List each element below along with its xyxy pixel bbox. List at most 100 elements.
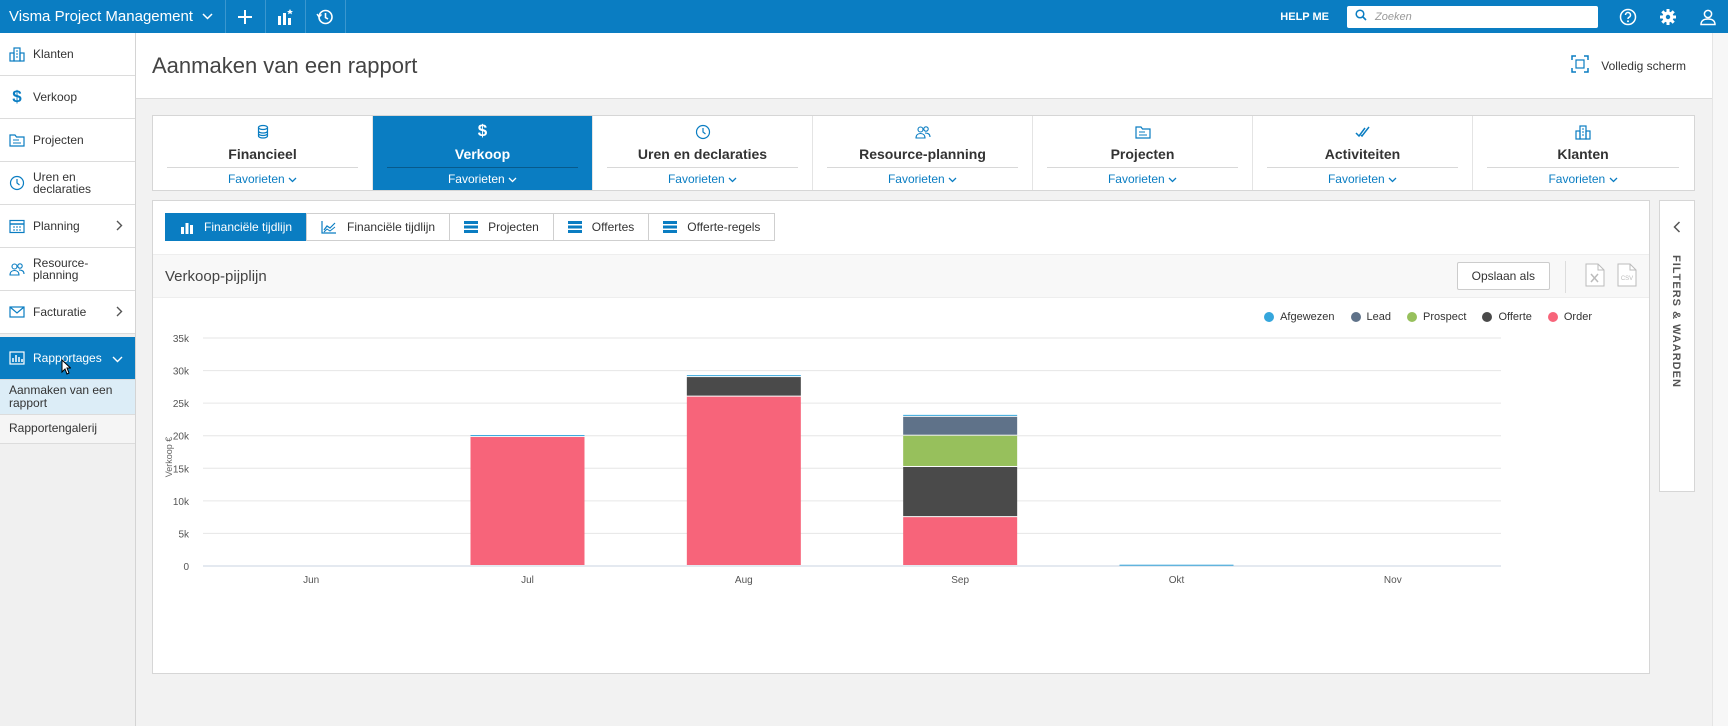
x-tick-label: Jun xyxy=(303,575,319,586)
x-tick-label: Jul xyxy=(521,575,534,586)
y-tick-label: 30k xyxy=(173,367,190,378)
y-tick-label: 20k xyxy=(173,432,190,443)
y-tick-label: 15k xyxy=(173,464,190,475)
favorites-dropdown[interactable]: Favorieten xyxy=(1473,172,1693,186)
search-input[interactable]: Zoeken xyxy=(1347,5,1598,28)
favorites-dropdown[interactable]: Favorieten xyxy=(153,172,372,186)
favorites-dropdown[interactable]: Favorieten xyxy=(813,172,1032,186)
tab-resource-planning[interactable]: Resource-planning Favorieten xyxy=(813,116,1033,190)
legend-item-prospect[interactable]: Prospect xyxy=(1407,311,1466,323)
people-icon xyxy=(9,261,25,277)
tab-label: Financieel xyxy=(228,146,297,162)
sidebar-item-verkoop[interactable]: $ Verkoop xyxy=(0,76,135,119)
page-header: Aanmaken van een rapport Volledig scherm xyxy=(136,33,1712,99)
excel-export-icon[interactable] xyxy=(1585,263,1605,290)
divider xyxy=(1487,167,1679,168)
report-icon xyxy=(9,350,25,366)
tab-offerte-regels-list[interactable]: Offerte-regels xyxy=(648,213,776,241)
legend-item-lead[interactable]: Lead xyxy=(1350,311,1391,323)
bar-order-aug xyxy=(686,396,801,565)
page-scrollbar[interactable] xyxy=(1712,33,1728,726)
chevron-left-icon xyxy=(1660,221,1694,233)
tab-label: Activiteiten xyxy=(1324,146,1401,162)
sidebar-subitem-aanmaken[interactable]: Aanmaken van een rapport xyxy=(0,380,135,415)
tab-projecten-list[interactable]: Projecten xyxy=(449,213,554,241)
reports-shortcut-icon[interactable] xyxy=(266,0,306,33)
x-tick-label: Sep xyxy=(951,575,969,586)
tab-verkoop[interactable]: $ Verkoop Favorieten xyxy=(373,116,593,190)
tab-label: Financiële tijdlijn xyxy=(347,220,436,234)
y-tick-label: 0 xyxy=(183,562,189,573)
tab-projecten[interactable]: Projecten Favorieten xyxy=(1033,116,1253,190)
line-chart-icon xyxy=(321,221,337,234)
favorites-dropdown[interactable]: Favorieten xyxy=(1033,172,1252,186)
filters-label: FILTERS & WAARDEN xyxy=(1670,255,1682,388)
top-bar: Visma Project Management HELP ME Zoeken xyxy=(0,0,1728,33)
filters-panel-toggle[interactable]: FILTERS & WAARDEN xyxy=(1659,200,1695,492)
help-icon[interactable] xyxy=(1608,0,1648,33)
fullscreen-button[interactable]: Volledig scherm xyxy=(1571,55,1686,76)
sidebar-item-facturatie[interactable]: Facturatie xyxy=(0,291,135,334)
add-icon[interactable] xyxy=(226,0,266,33)
legend-item-offerte[interactable]: Offerte xyxy=(1482,311,1532,323)
divider xyxy=(387,167,578,168)
legend-item-afgewezen[interactable]: Afgewezen xyxy=(1264,311,1335,323)
app-title: Visma Project Management xyxy=(9,8,193,25)
sidebar-subitem-rapportengalerij[interactable]: Rapportengalerij xyxy=(0,415,135,444)
search-placeholder: Zoeken xyxy=(1375,10,1412,23)
sidebar-item-label: Klanten xyxy=(33,47,74,61)
tab-activiteiten[interactable]: Activiteiten Favorieten xyxy=(1253,116,1473,190)
sidebar-item-label: Uren en declaraties xyxy=(33,170,92,196)
tab-label: Uren en declaraties xyxy=(637,146,768,162)
sidebar-item-uren[interactable]: Uren en declaraties xyxy=(0,162,135,205)
chevron-right-icon xyxy=(116,218,123,234)
tab-financiele-tijdlijn-bar[interactable]: Financiële tijdlijn xyxy=(165,213,308,241)
user-icon[interactable] xyxy=(1688,0,1728,33)
sidebar-item-projecten[interactable]: Projecten xyxy=(0,119,135,162)
chevron-right-icon xyxy=(116,304,123,320)
tab-uren-en-declaraties[interactable]: Uren en declaraties Favorieten xyxy=(593,116,813,190)
sidebar-spacer xyxy=(0,334,135,337)
favorites-dropdown[interactable]: Favorieten xyxy=(593,172,812,186)
chevron-down-icon xyxy=(112,350,123,366)
gear-icon[interactable] xyxy=(1648,0,1688,33)
page-title: Aanmaken van een rapport xyxy=(152,53,418,78)
bar-lead-sep xyxy=(903,416,1018,435)
tab-label: Financiële tijdlijn xyxy=(204,220,293,234)
bar-afgewezen-aug xyxy=(686,375,801,377)
tab-financiele-tijdlijn-line[interactable]: Financiële tijdlijn xyxy=(306,213,451,241)
mouse-cursor-icon xyxy=(61,359,71,375)
x-tick-label: Okt xyxy=(1169,575,1185,586)
bar-afgewezen-sep xyxy=(903,414,1018,416)
legend-item-order[interactable]: Order xyxy=(1547,311,1592,323)
sidebar-item-planning[interactable]: Planning xyxy=(0,205,135,248)
people-icon xyxy=(813,124,1032,140)
list-icon xyxy=(663,221,678,233)
dollar-icon: $ xyxy=(477,121,488,140)
sidebar-item-label: Facturatie xyxy=(33,305,87,319)
csv-export-icon[interactable]: CSV xyxy=(1617,263,1637,290)
history-icon[interactable] xyxy=(306,0,346,33)
report-panel: Financiële tijdlijn Financiële tijdlijn … xyxy=(152,200,1650,674)
favorites-dropdown[interactable]: Favorieten xyxy=(1253,172,1472,186)
favorites-dropdown[interactable]: Favorieten xyxy=(373,172,592,186)
sidebar-item-label: Verkoop xyxy=(33,90,78,104)
chevron-down-icon xyxy=(202,11,213,23)
tab-offertes-list[interactable]: Offertes xyxy=(552,213,650,241)
sidebar: Klanten $ Verkoop Projecten Uren en decl… xyxy=(0,33,136,726)
sidebar-item-label: Projecten xyxy=(33,133,84,147)
save-as-button[interactable]: Opslaan als xyxy=(1456,262,1550,290)
help-me-link[interactable]: HELP ME xyxy=(1280,10,1329,23)
app-switcher[interactable]: Visma Project Management xyxy=(0,0,226,33)
sidebar-item-label: Planning xyxy=(33,219,80,233)
tab-klanten[interactable]: Klanten Favorieten xyxy=(1473,116,1693,190)
sidebar-item-klanten[interactable]: Klanten xyxy=(0,33,135,76)
tab-financieel[interactable]: Financieel Favorieten xyxy=(153,116,373,190)
bar-order-sep xyxy=(903,517,1018,565)
svg-text:CSV: CSV xyxy=(1621,276,1633,282)
fullscreen-icon xyxy=(1571,55,1601,76)
calendar-icon xyxy=(9,218,25,234)
y-axis-label: Verkoop € xyxy=(164,437,174,478)
building-icon xyxy=(1473,124,1693,140)
sidebar-item-resource-planning[interactable]: Resource-planning xyxy=(0,248,135,291)
